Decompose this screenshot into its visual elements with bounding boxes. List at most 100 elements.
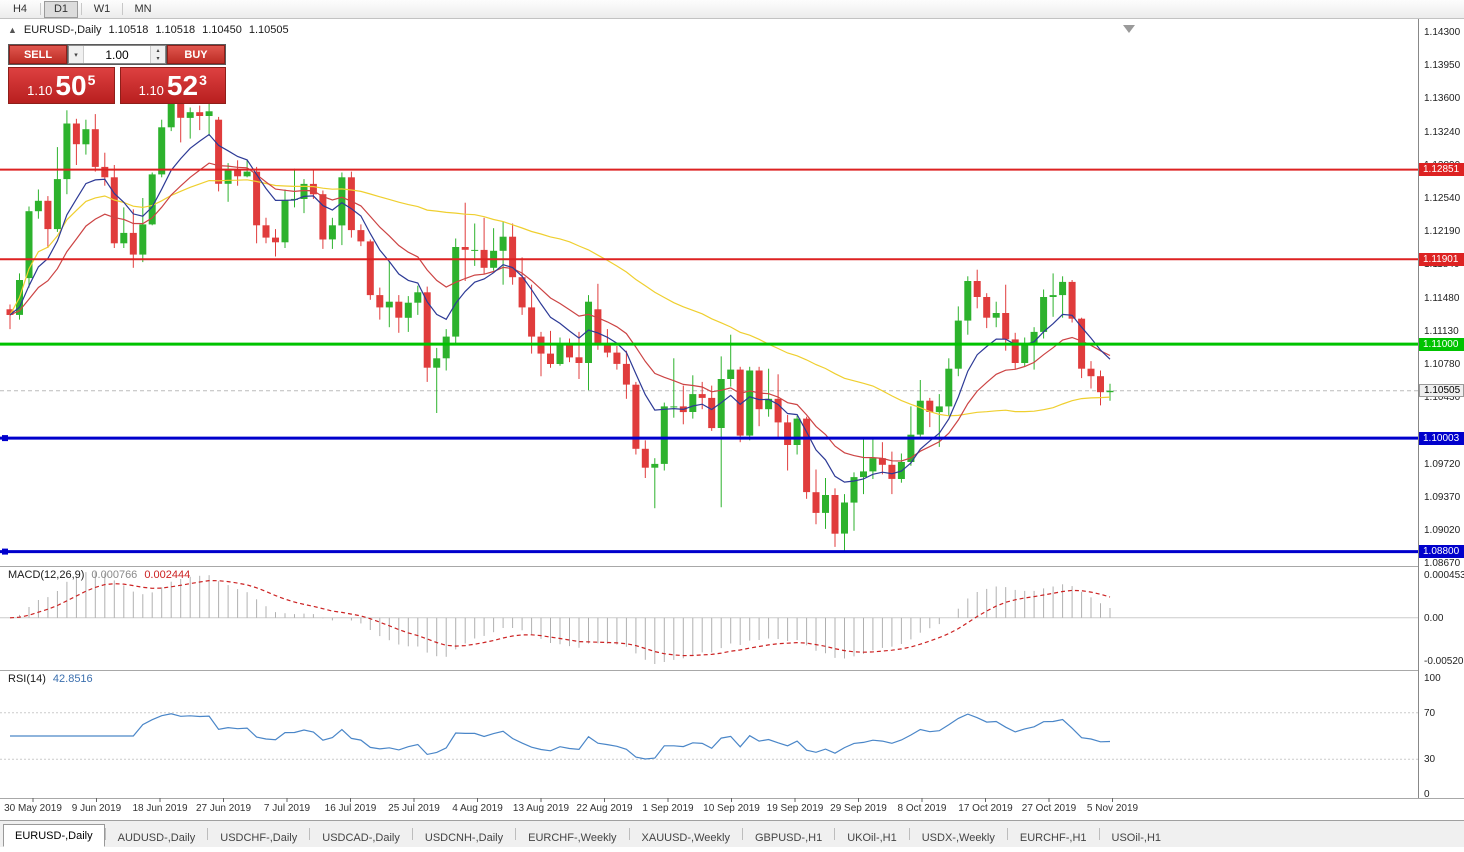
date-label: 27 Jun 2019 — [195, 803, 252, 814]
rsi-line — [10, 713, 1111, 760]
sell-button[interactable]: SELL — [9, 45, 67, 64]
chart-tabs-bar: EURUSD-,Daily AUDUSD-,Daily USDCHF-,Daily U… — [0, 820, 1464, 847]
timeframe-button-w1[interactable]: W1 — [93, 3, 111, 15]
buy-price-tile[interactable]: 1.10 52 3 — [119, 67, 226, 104]
volume-input[interactable]: 1.00 — [105, 47, 129, 62]
macd-name: MACD(12,26,9) — [8, 569, 85, 581]
chart-tab-xauusd-weekly[interactable]: XAUUSD-,Weekly — [641, 831, 730, 844]
one-click-collapse-arrow-icon[interactable]: ▲ — [8, 25, 17, 35]
chart-tab-eurchf-h1[interactable]: EURCHF-,H1 — [1019, 831, 1087, 844]
price-axis-label: 1.09720 — [1424, 458, 1461, 470]
hline-handle[interactable] — [2, 435, 8, 442]
date-label: 10 Sep 2019 — [703, 803, 760, 814]
chart-tab-eurusd-daily[interactable]: EURUSD-,Daily — [3, 824, 105, 847]
tab-separator — [1098, 828, 1100, 840]
rsi-label: RSI(14) 42.8516 — [8, 673, 93, 685]
timeframe-button-h4[interactable]: H4 — [12, 3, 28, 15]
buy-price-point: 3 — [199, 72, 207, 88]
ohlc-open: 1.10518 — [108, 24, 149, 36]
ohlc-low: 1.10450 — [202, 24, 242, 36]
ma-mid-line — [9, 162, 1111, 462]
ohlc-close: 1.10505 — [248, 24, 289, 36]
buy-button[interactable]: BUY — [167, 45, 225, 64]
date-label: 22 Aug 2019 — [576, 803, 633, 814]
rsi-value: 42.8516 — [52, 673, 93, 685]
volume-spinner: ▴ ▾ — [150, 46, 165, 63]
price-axis-label: 1.13240 — [1424, 126, 1461, 138]
date-label: 30 May 2019 — [4, 803, 62, 814]
price-axis-label: 1.08670 — [1424, 557, 1461, 569]
price-axis-label: 1.13600 — [1424, 93, 1461, 104]
toolbar-separator — [122, 3, 123, 15]
macd-main-value: 0.000766 — [91, 569, 138, 581]
chart-symbol-label: EURUSD-,Daily — [23, 24, 102, 36]
chart-tab-usdcnh-daily[interactable]: USDCNH-,Daily — [424, 831, 504, 844]
price-axis-label: 1.14300 — [1424, 27, 1461, 38]
macd-label: MACD(12,26,9) 0.000766 0.002444 — [8, 569, 190, 581]
timeframe-button-mn[interactable]: MN — [134, 3, 152, 15]
date-label: 9 Jun 2019 — [71, 803, 122, 814]
price-axis-label: 1.11130 — [1424, 325, 1459, 337]
macd-axis-label: 0.0004536 — [1424, 570, 1464, 581]
macd-axis-label: 0.00 — [1424, 612, 1444, 624]
chart-tab-ukoil-h1[interactable]: UKOil-,H1 — [847, 831, 897, 844]
price-axis[interactable] — [1418, 19, 1464, 798]
price-axis-label: 1.09370 — [1424, 491, 1461, 503]
hline-handle[interactable] — [2, 548, 8, 555]
chart-tab-usdx-weekly[interactable]: USDX-,Weekly — [921, 831, 995, 844]
timeframe-button-d1[interactable]: D1 — [44, 0, 78, 18]
tab-separator — [1006, 828, 1008, 840]
tab-separator — [309, 828, 311, 840]
chart-tab-audusd-daily[interactable]: AUDUSD-,Daily — [117, 831, 196, 844]
price-badge-1.11000: 1.11000 — [1419, 337, 1464, 351]
price-axis-label: 1.12190 — [1424, 225, 1461, 237]
date-label: 18 Jun 2019 — [132, 803, 188, 814]
rsi-axis-label: 100 — [1424, 673, 1441, 684]
price-axis-label: 1.13950 — [1424, 60, 1461, 71]
price-axis-label: 1.12540 — [1424, 192, 1461, 204]
chart-tab-eurchf-weekly[interactable]: EURCHF-,Weekly — [528, 831, 617, 844]
sell-price-point: 5 — [87, 72, 96, 88]
date-label: 7 Jul 2019 — [263, 803, 311, 814]
tab-separator — [834, 828, 836, 840]
buy-price-prefix: 1.10 — [138, 83, 164, 98]
price-badge-1.11901: 1.11901 — [1419, 252, 1464, 266]
chart-tab-usoil-h1[interactable]: USOil-,H1 — [1111, 831, 1162, 844]
date-label: 17 Oct 2019 — [958, 803, 1013, 814]
date-label: 5 Nov 2019 — [1086, 803, 1139, 814]
macd-signal-value: 0.002444 — [144, 569, 191, 581]
rsi-axis-label: 70 — [1424, 707, 1436, 719]
volume-field: ▾ 1.00 ▴ ▾ — [68, 45, 166, 64]
sell-price-tile[interactable]: 1.10 50 5 — [8, 67, 115, 104]
one-click-trading-panel: SELL ▾ 1.00 ▴ ▾ BUY 1.10 50 5 1.10 52 3 — [8, 44, 226, 104]
macd-histogram — [19, 572, 1111, 664]
volume-dropdown-button[interactable]: ▾ — [69, 46, 84, 63]
ma-fast-line — [9, 133, 1111, 483]
toolbar-separator — [40, 3, 41, 15]
date-label: 4 Aug 2019 — [452, 803, 503, 814]
price-axis-label: 1.09020 — [1424, 524, 1461, 536]
chart-shift-marker-icon[interactable] — [1123, 25, 1135, 33]
chart-tab-gbpusd-h1[interactable]: GBPUSD-,H1 — [754, 831, 823, 844]
candles-group — [6, 97, 1114, 553]
volume-increase-button[interactable]: ▴ — [156, 47, 160, 54]
date-label: 19 Sep 2019 — [766, 803, 824, 814]
volume-decrease-button[interactable]: ▾ — [156, 56, 160, 63]
ohlc-high: 1.10518 — [155, 24, 196, 36]
tab-separator — [741, 828, 743, 840]
chart-tab-usdcad-daily[interactable]: USDCAD-,Daily — [322, 831, 400, 844]
buy-price-pips: 52 — [166, 70, 199, 101]
chart-tab-usdchf-daily[interactable]: USDCHF-,Daily — [220, 831, 298, 844]
price-badge-1.12851: 1.12851 — [1419, 163, 1464, 177]
one-click-order-row: SELL ▾ 1.00 ▴ ▾ BUY — [8, 44, 226, 65]
rsi-name: RSI(14) — [8, 673, 46, 685]
ma-slow-line — [9, 179, 1111, 417]
macd-axis-label: -0.005205 — [1424, 656, 1464, 667]
date-label: 29 Sep 2019 — [830, 803, 887, 814]
toolbar-separator — [81, 3, 82, 15]
price-axis-label: 1.10430 — [1424, 391, 1461, 403]
rsi-axis-label: 30 — [1424, 754, 1436, 766]
rsi-axis-label: 0 — [1424, 789, 1430, 800]
timeframe-toolbar: H4 D1 W1 MN — [0, 0, 1464, 19]
